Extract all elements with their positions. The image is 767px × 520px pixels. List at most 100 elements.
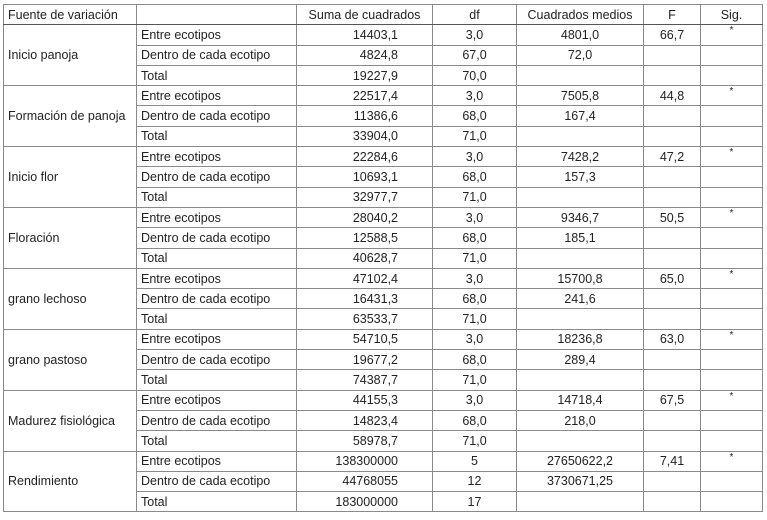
df: 68,0 xyxy=(432,166,517,188)
sum-of-squares: 22284,6 xyxy=(296,146,433,168)
header-cell: Suma de cuadrados xyxy=(296,3,433,26)
source: Entre ecotipos xyxy=(136,328,297,351)
group-name: Madurez fisiológica xyxy=(3,389,137,452)
sum-of-squares: 54710,5 xyxy=(296,328,433,351)
header-row: Fuente de variación Suma de cuadrados df Cu… xyxy=(3,3,763,26)
mean-square: 289,4 xyxy=(516,349,644,371)
table-row: grano lechoso Entre ecotipos 47102,4 3,0 157… xyxy=(3,267,763,330)
source: Entre ecotipos xyxy=(136,450,297,472)
significance xyxy=(700,369,763,391)
source: Total xyxy=(136,64,297,87)
df: 3,0 xyxy=(432,85,517,107)
df: 68,0 xyxy=(432,349,517,371)
table-row: Formación de panoja Entre ecotipos 22517,4… xyxy=(3,85,763,148)
f-value: 65,0 xyxy=(643,267,701,290)
significance xyxy=(700,166,763,188)
df: 71,0 xyxy=(432,125,517,148)
f-value xyxy=(643,186,701,208)
sum-of-squares: 16431,3 xyxy=(296,288,433,310)
source: Total xyxy=(136,247,297,269)
significance: * xyxy=(700,328,763,351)
f-value: 50,5 xyxy=(643,206,701,229)
table-row: Dentro de cada ecotipo 11386,6 68,0 167,4 xyxy=(4,105,763,127)
f-value xyxy=(643,288,701,310)
f-value xyxy=(643,105,701,127)
df: 3,0 xyxy=(432,328,517,351)
source: Total xyxy=(136,186,297,208)
df: 67,0 xyxy=(432,44,517,66)
sum-of-squares: 44768055 xyxy=(296,470,433,493)
f-value xyxy=(643,64,701,87)
header-cell: Fuente de variación xyxy=(3,3,137,26)
significance xyxy=(700,247,763,269)
table-row: Dentro de cada ecotipo 10693,1 68,0 157,3 xyxy=(4,166,763,188)
sum-of-squares: 11386,6 xyxy=(296,105,433,127)
table-row: Madurez fisiológica Entre ecotipos 44155,3… xyxy=(3,389,763,452)
significance: * xyxy=(700,206,763,229)
source: Dentro de cada ecotipo xyxy=(136,470,297,493)
significance xyxy=(700,64,763,87)
sum-of-squares: 14403,1 xyxy=(296,24,433,46)
sum-of-squares: 40628,7 xyxy=(296,247,433,269)
significance xyxy=(700,44,763,66)
mean-square: 72,0 xyxy=(516,44,644,66)
anova-table: Fuente de variación Suma de cuadrados df Cu… xyxy=(3,3,763,513)
mean-square: 3730671,25 xyxy=(516,470,644,493)
header-cell: df xyxy=(432,3,517,26)
f-value xyxy=(643,369,701,391)
df: 17 xyxy=(432,491,517,513)
mean-square: 9346,7 xyxy=(516,206,644,229)
f-value: 67,5 xyxy=(643,389,701,411)
mean-square xyxy=(516,247,644,269)
df: 68,0 xyxy=(432,288,517,310)
f-value xyxy=(643,44,701,66)
sum-of-squares: 14823,4 xyxy=(296,409,433,432)
header-cell: Sig. xyxy=(700,3,763,26)
significance xyxy=(700,105,763,127)
table-body: Inicio panoja Entre ecotipos 14403,1 3,0 480… xyxy=(3,24,763,513)
df: 3,0 xyxy=(432,146,517,168)
f-value: 44,8 xyxy=(643,85,701,107)
mean-square: 14718,4 xyxy=(516,389,644,411)
source: Entre ecotipos xyxy=(136,146,297,168)
mean-square xyxy=(516,308,644,330)
sum-of-squares: 28040,2 xyxy=(296,206,433,229)
sum-of-squares: 12588,5 xyxy=(296,227,433,249)
mean-square xyxy=(516,64,644,87)
mean-square xyxy=(516,369,644,391)
f-value xyxy=(643,308,701,330)
source: Entre ecotipos xyxy=(136,85,297,107)
significance: * xyxy=(700,85,763,107)
group-name: Floración xyxy=(3,206,137,269)
significance xyxy=(700,409,763,432)
significance xyxy=(700,470,763,493)
df: 3,0 xyxy=(432,206,517,229)
sum-of-squares: 183000000 xyxy=(296,491,433,513)
df: 71,0 xyxy=(432,369,517,391)
sum-of-squares: 19227,9 xyxy=(296,64,433,87)
sum-of-squares: 47102,4 xyxy=(296,267,433,290)
significance xyxy=(700,288,763,310)
f-value: 66,7 xyxy=(643,24,701,46)
group-name: Rendimiento xyxy=(3,450,137,513)
mean-square: 157,3 xyxy=(516,166,644,188)
source: Dentro de cada ecotipo xyxy=(136,349,297,371)
group-name: grano pastoso xyxy=(3,328,137,391)
significance xyxy=(700,491,763,513)
mean-square: 27650622,2 xyxy=(516,450,644,472)
table-row: Total 63533,7 71,0 xyxy=(4,308,763,330)
group-name: Inicio flor xyxy=(3,146,137,208)
df: 68,0 xyxy=(432,409,517,432)
df: 12 xyxy=(432,470,517,493)
f-value xyxy=(643,491,701,513)
table-row: Dentro de cada ecotipo 4824,8 67,0 72,0 xyxy=(4,44,763,66)
mean-square xyxy=(516,430,644,452)
df: 5 xyxy=(432,450,517,472)
header-cell: F xyxy=(643,3,701,26)
df: 70,0 xyxy=(432,64,517,87)
f-value: 63,0 xyxy=(643,328,701,351)
df: 68,0 xyxy=(432,105,517,127)
table-row: grano pastoso Entre ecotipos 54710,5 3,0 182… xyxy=(3,328,763,391)
table-row: Total 183000000 17 xyxy=(4,491,763,513)
source: Dentro de cada ecotipo xyxy=(136,105,297,127)
